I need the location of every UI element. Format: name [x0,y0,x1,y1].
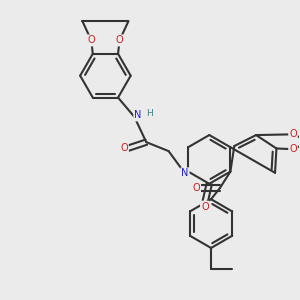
Text: O: O [201,202,209,212]
Text: O: O [289,144,297,154]
Text: N: N [181,168,189,178]
Text: H: H [146,109,153,118]
Text: O: O [88,35,95,45]
Text: N: N [134,110,142,120]
Text: O: O [192,183,200,193]
Text: O: O [289,129,297,139]
Text: O: O [120,143,128,153]
Text: O: O [116,35,123,45]
